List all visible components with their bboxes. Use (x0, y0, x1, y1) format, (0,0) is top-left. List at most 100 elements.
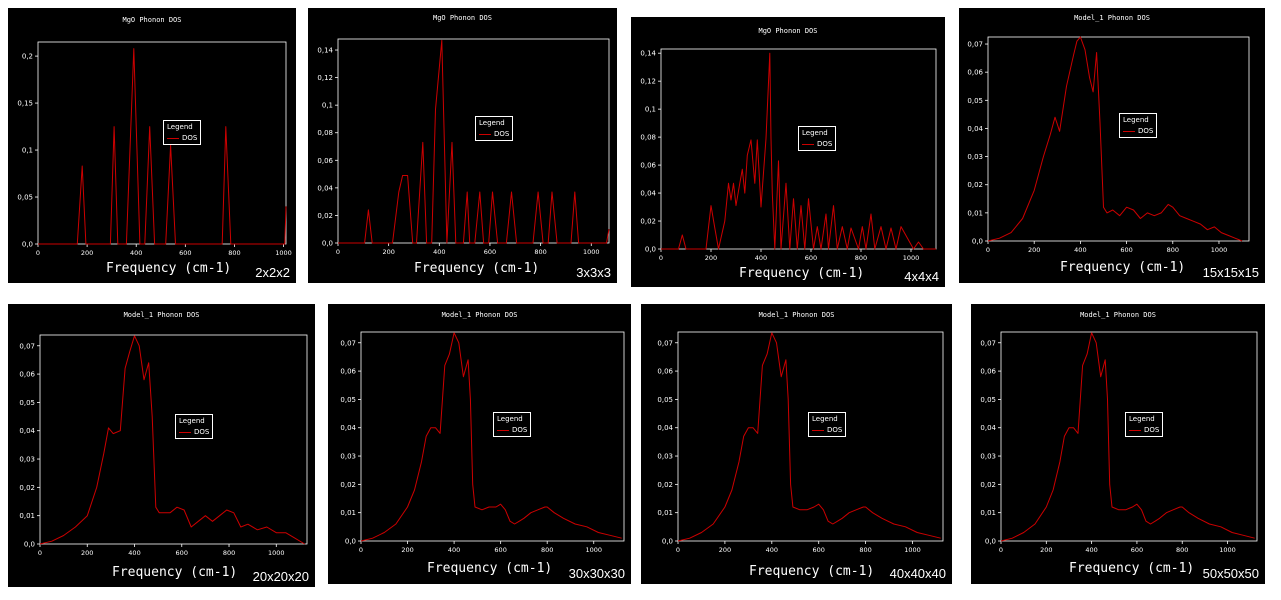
x-tick-label: 800 (541, 546, 553, 554)
x-tick-label: 800 (859, 546, 871, 554)
x-tick-label: 400 (766, 546, 778, 554)
x-axis-label: Frequency (cm-1) (739, 266, 865, 281)
dos-series-line (360, 332, 622, 542)
legend-entry: DOS (182, 134, 198, 142)
kpoint-grid-label: 30x30x30 (568, 566, 625, 581)
y-tick-label: 0,12 (640, 78, 656, 86)
x-tick-label: 200 (401, 546, 413, 554)
y-tick-label: 0,06 (967, 69, 983, 77)
y-tick-label: 0,05 (340, 396, 356, 404)
y-tick-label: 0,08 (640, 134, 656, 142)
y-tick-label: 0,0 (662, 538, 673, 546)
y-tick-label: 0,06 (980, 368, 996, 376)
y-tick-label: 0,04 (19, 427, 35, 435)
x-tick-label: 400 (128, 549, 140, 557)
dos-panel-30x30x30: Model_1 Phonon DOS 0,0 0,01 0,02 0,03 0,04 0,… (328, 304, 631, 584)
legend-entry: DOS (827, 426, 843, 434)
legend-swatch (167, 137, 179, 139)
dos-panel-4x4x4: MgO Phonon DOS 0,0 0,02 0,04 0,06 0,08 0,1 0,1… (631, 17, 945, 287)
dos-plot: 0,0 0,02 0,04 0,06 0,08 0,1 0,12 0,14 0 200 400 600… (317, 38, 610, 256)
legend: Legend DOS (1125, 412, 1164, 437)
y-tick-label: 0,05 (980, 396, 996, 404)
legend-swatch (1123, 130, 1135, 132)
y-tick-label: 0,06 (657, 368, 673, 376)
dos-panel-50x50x50: Model_1 Phonon DOS 0,0 0,01 0,02 0,03 0,04 0,… (971, 304, 1265, 584)
plot-frame (360, 331, 625, 542)
y-tick-label: 0,05 (967, 97, 983, 105)
x-tick-label: 1000 (1219, 546, 1236, 554)
chart-title: MgO Phonon DOS (122, 16, 182, 24)
x-tick-label: 800 (228, 249, 240, 257)
legend-title: Legend (802, 129, 828, 137)
kpoint-grid-label: 15x15x15 (1202, 265, 1259, 280)
plot-frame (660, 48, 937, 250)
dos-series-line (661, 52, 936, 250)
y-tick-label: 0,02 (317, 212, 333, 220)
dos-panel-40x40x40: Model_1 Phonon DOS 0,0 0,01 0,02 0,03 0,04 0,… (641, 304, 952, 584)
x-tick-label: 600 (812, 546, 824, 554)
plot-frame (677, 331, 944, 542)
plot-frame (337, 38, 610, 244)
y-tick-label: 0,01 (657, 509, 673, 517)
y-tick-label: 0,04 (317, 184, 333, 192)
y-tick-label: 0,05 (19, 399, 35, 407)
legend-entry: DOS (817, 140, 833, 148)
legend-swatch (1129, 429, 1141, 431)
x-tick-label: 1000 (583, 248, 600, 256)
x-tick-label: 0 (676, 546, 680, 554)
y-tick-label: 0,06 (317, 157, 333, 165)
dos-plot: 0,0 0,05 0,1 0,15 0,2 0 200 400 600 800 1000 (17, 41, 292, 257)
legend-title: Legend (479, 119, 505, 127)
x-tick-label: 200 (81, 249, 93, 257)
x-tick-label: 200 (81, 549, 93, 557)
x-tick-label: 600 (1131, 546, 1143, 554)
y-tick-label: 0,03 (340, 453, 356, 461)
legend-entry: DOS (512, 426, 528, 434)
dos-plot: 0,0 0,01 0,02 0,03 0,04 0,05 0,06 0,07 0 200 400 60… (340, 331, 625, 554)
plot-frame (39, 334, 308, 545)
legend-title: Legend (1123, 116, 1149, 124)
x-tick-label: 1000 (268, 549, 285, 557)
y-tick-label: 0,07 (657, 339, 673, 347)
y-tick-label: 0,03 (19, 456, 35, 464)
x-tick-label: 800 (855, 254, 867, 262)
x-tick-label: 600 (1120, 246, 1132, 254)
x-tick-label: 1000 (903, 254, 920, 262)
legend: Legend DOS (808, 412, 847, 437)
x-tick-label: 0 (659, 254, 663, 262)
legend-swatch (479, 133, 491, 135)
y-tick-label: 0,0 (345, 538, 356, 546)
x-axis-label: Frequency (cm-1) (414, 261, 540, 276)
y-tick-label: 0,06 (640, 162, 656, 170)
legend: Legend DOS (163, 120, 202, 145)
chart-title: Model_1 Phonon DOS (123, 311, 200, 319)
y-tick-label: 0,01 (340, 509, 356, 517)
dos-series-line (987, 36, 1243, 242)
dos-plot: 0,0 0,01 0,02 0,03 0,04 0,05 0,06 0,07 0 200 400 60… (967, 36, 1250, 254)
x-tick-label: 200 (719, 546, 731, 554)
x-tick-label: 200 (382, 248, 394, 256)
x-axis-label: Frequency (cm-1) (749, 564, 875, 579)
x-axis-label: Frequency (cm-1) (1069, 561, 1195, 576)
y-tick-label: 0,04 (640, 190, 656, 198)
x-tick-label: 200 (705, 254, 717, 262)
y-tick-label: 0,0 (972, 238, 983, 246)
legend: Legend DOS (493, 412, 532, 437)
y-tick-label: 0,02 (340, 481, 356, 489)
x-tick-label: 600 (179, 249, 191, 257)
dos-series-line (677, 332, 941, 542)
x-axis-label: Frequency (cm-1) (1060, 260, 1186, 275)
y-tick-label: 0,14 (317, 47, 333, 55)
y-tick-label: 0,05 (657, 396, 673, 404)
chart-title: Model_1 Phonon DOS (441, 311, 518, 319)
x-tick-label: 400 (433, 248, 445, 256)
y-tick-label: 0,03 (657, 453, 673, 461)
kpoint-grid-label: 40x40x40 (889, 566, 946, 581)
y-tick-label: 0,14 (640, 50, 656, 58)
y-tick-label: 0,08 (317, 129, 333, 137)
dos-series-line (338, 39, 610, 244)
y-tick-label: 0,12 (317, 74, 333, 82)
x-tick-label: 600 (805, 254, 817, 262)
x-tick-label: 800 (223, 549, 235, 557)
legend-swatch (497, 429, 509, 431)
